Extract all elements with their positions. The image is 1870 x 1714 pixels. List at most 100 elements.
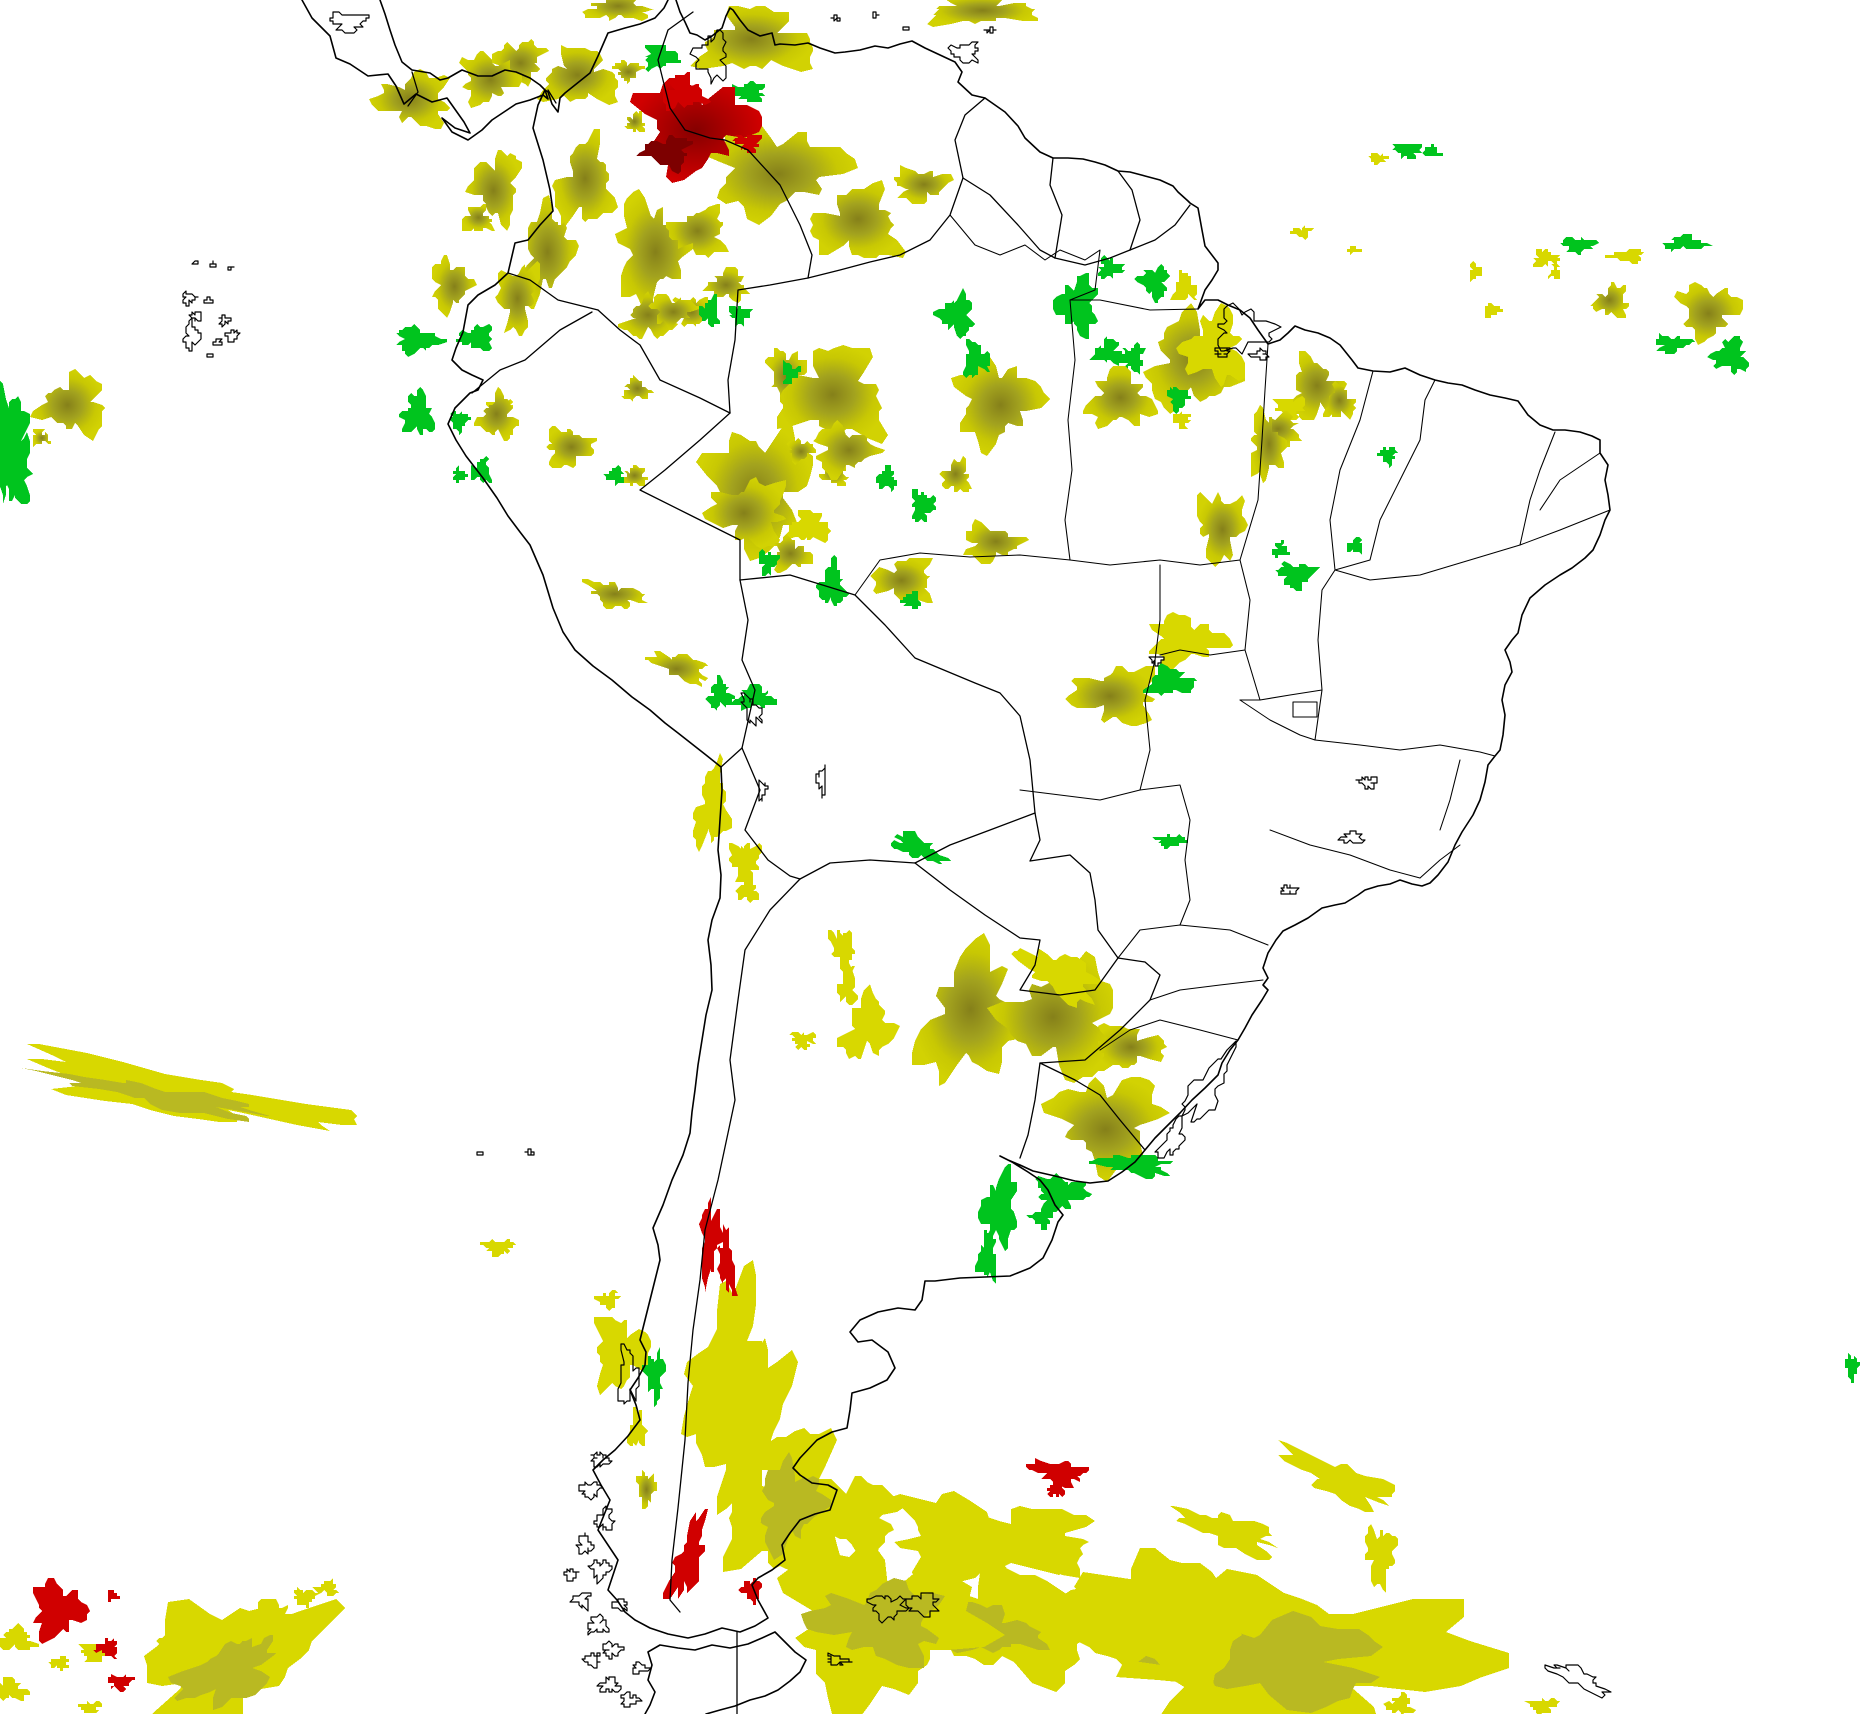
weather-cell-yellow	[624, 111, 645, 132]
weather-cell-yellow	[801, 1578, 945, 1668]
island-or-lake-outline	[899, 1592, 940, 1618]
weather-cell-yellow	[1347, 246, 1365, 255]
island-or-lake-outline	[329, 11, 370, 34]
state-border-path	[1139, 564, 1161, 791]
state-border-path	[1439, 759, 1461, 831]
state-border-path	[1159, 649, 1246, 656]
state-border-path	[854, 552, 1071, 596]
weather-cell-yellow	[1272, 396, 1305, 423]
weather-cell-green	[0, 432, 33, 504]
weather-cell-red	[33, 1578, 90, 1644]
weather-cell-yellow	[474, 387, 519, 441]
island-or-lake-outline	[587, 1613, 610, 1636]
weather-cell-red	[1047, 1476, 1065, 1497]
island-or-lake-outline	[620, 1691, 643, 1708]
weather-cell-yellow	[735, 873, 759, 903]
country-border-path	[1019, 957, 1161, 1159]
weather-cell-yellow	[27, 1044, 357, 1131]
weather-cell-yellow	[759, 1452, 831, 1560]
island-or-lake-outline	[476, 1151, 484, 1156]
weather-cell-green	[912, 489, 936, 522]
weather-cell-yellow	[237, 1599, 306, 1647]
weather-cell-green	[1089, 336, 1122, 366]
island-or-lake-outline	[866, 1595, 910, 1624]
island-or-lake-outline	[830, 14, 841, 22]
weather-cell-yellow	[1674, 282, 1743, 345]
country-border-layer	[407, 11, 1191, 1714]
state-border-path	[1539, 452, 1601, 511]
weather-cell-yellow	[1590, 282, 1629, 318]
weather-cell-yellow	[927, 0, 1038, 27]
weather-cell-yellow	[312, 1578, 339, 1596]
island-or-lake-outline	[1247, 347, 1270, 361]
weather-cell-yellow	[939, 456, 972, 492]
weather-cell-yellow	[666, 204, 729, 258]
island-or-lake-outline	[827, 1652, 853, 1666]
coastline-path	[644, 1631, 807, 1714]
weather-cell-yellow	[1197, 492, 1248, 567]
weather-cell-yellow	[0, 1623, 39, 1650]
island-or-lake-outline	[740, 692, 763, 727]
weather-cell-yellow	[33, 429, 51, 447]
weather-cell-yellow	[168, 1620, 276, 1710]
weather-cell-green	[783, 360, 801, 384]
state-border-path	[1334, 379, 1436, 571]
weather-cell-yellow	[1176, 303, 1245, 387]
country-border-path	[1029, 812, 1119, 959]
weather-cell-red	[738, 1578, 762, 1605]
island-or-lake-outline	[524, 1148, 535, 1156]
island-or-lake-outline	[206, 353, 214, 358]
weather-cell-yellow	[786, 438, 816, 465]
weather-cell-yellow	[939, 1506, 1095, 1578]
island-lake-outline-layer	[182, 11, 1612, 1708]
weather-cell-green	[816, 555, 849, 606]
island-or-lake-outline	[632, 1661, 652, 1675]
country-border-path	[914, 812, 1036, 864]
weather-cell-yellow	[432, 255, 477, 318]
weather-cell-yellow	[1149, 612, 1233, 669]
country-border-path	[741, 747, 801, 880]
island-or-lake-outline	[227, 266, 235, 271]
weather-cell-red	[663, 72, 711, 111]
weather-cell-yellow	[627, 1407, 648, 1449]
weather-cell-yellow	[75, 1701, 102, 1713]
weather-cell-green	[978, 1164, 1017, 1251]
country-border-path	[914, 862, 1119, 996]
weather-cell-green	[729, 306, 753, 327]
country-border-path	[799, 859, 916, 880]
country-border-path	[547, 89, 557, 104]
weather-cell-yellow	[618, 291, 678, 339]
island-or-lake-outline	[815, 764, 826, 799]
weather-cell-green	[1098, 255, 1125, 279]
weather-cell-green	[1026, 1206, 1053, 1230]
island-or-lake-outline	[983, 26, 997, 34]
island-or-lake-outline	[1355, 776, 1378, 790]
island-or-lake-outline	[212, 338, 223, 346]
weather-cell-red	[93, 1638, 117, 1659]
weather-cell-red	[108, 1674, 135, 1692]
state-border-path	[1064, 299, 1076, 561]
weather-cell-green	[1560, 237, 1599, 255]
state-border-path	[949, 214, 1101, 301]
island-or-lake-outline	[602, 1640, 625, 1660]
weather-cell-yellow	[30, 369, 105, 441]
weather-cell-yellow	[156, 1632, 183, 1650]
weather-cell-yellow	[813, 420, 885, 480]
island-or-lake-outline	[182, 317, 202, 352]
island-or-lake-outline	[593, 1505, 616, 1531]
country-border-path	[471, 311, 593, 394]
weather-cell-green	[1275, 561, 1320, 591]
country-border-path	[507, 272, 599, 311]
weather-cell-yellow	[615, 189, 696, 315]
weather-cell-yellow	[963, 519, 1029, 564]
island-or-lake-outline	[1280, 884, 1300, 895]
weather-cell-green	[699, 294, 720, 327]
country-border-path	[1039, 1062, 1146, 1151]
weather-cell-yellow	[1548, 264, 1560, 279]
weather-cell-yellow	[546, 426, 597, 468]
weather-cell-yellow	[621, 465, 648, 486]
state-border-path	[1239, 699, 1316, 741]
weather-cell-yellow	[1095, 1023, 1167, 1071]
weather-cell-green	[603, 465, 624, 486]
